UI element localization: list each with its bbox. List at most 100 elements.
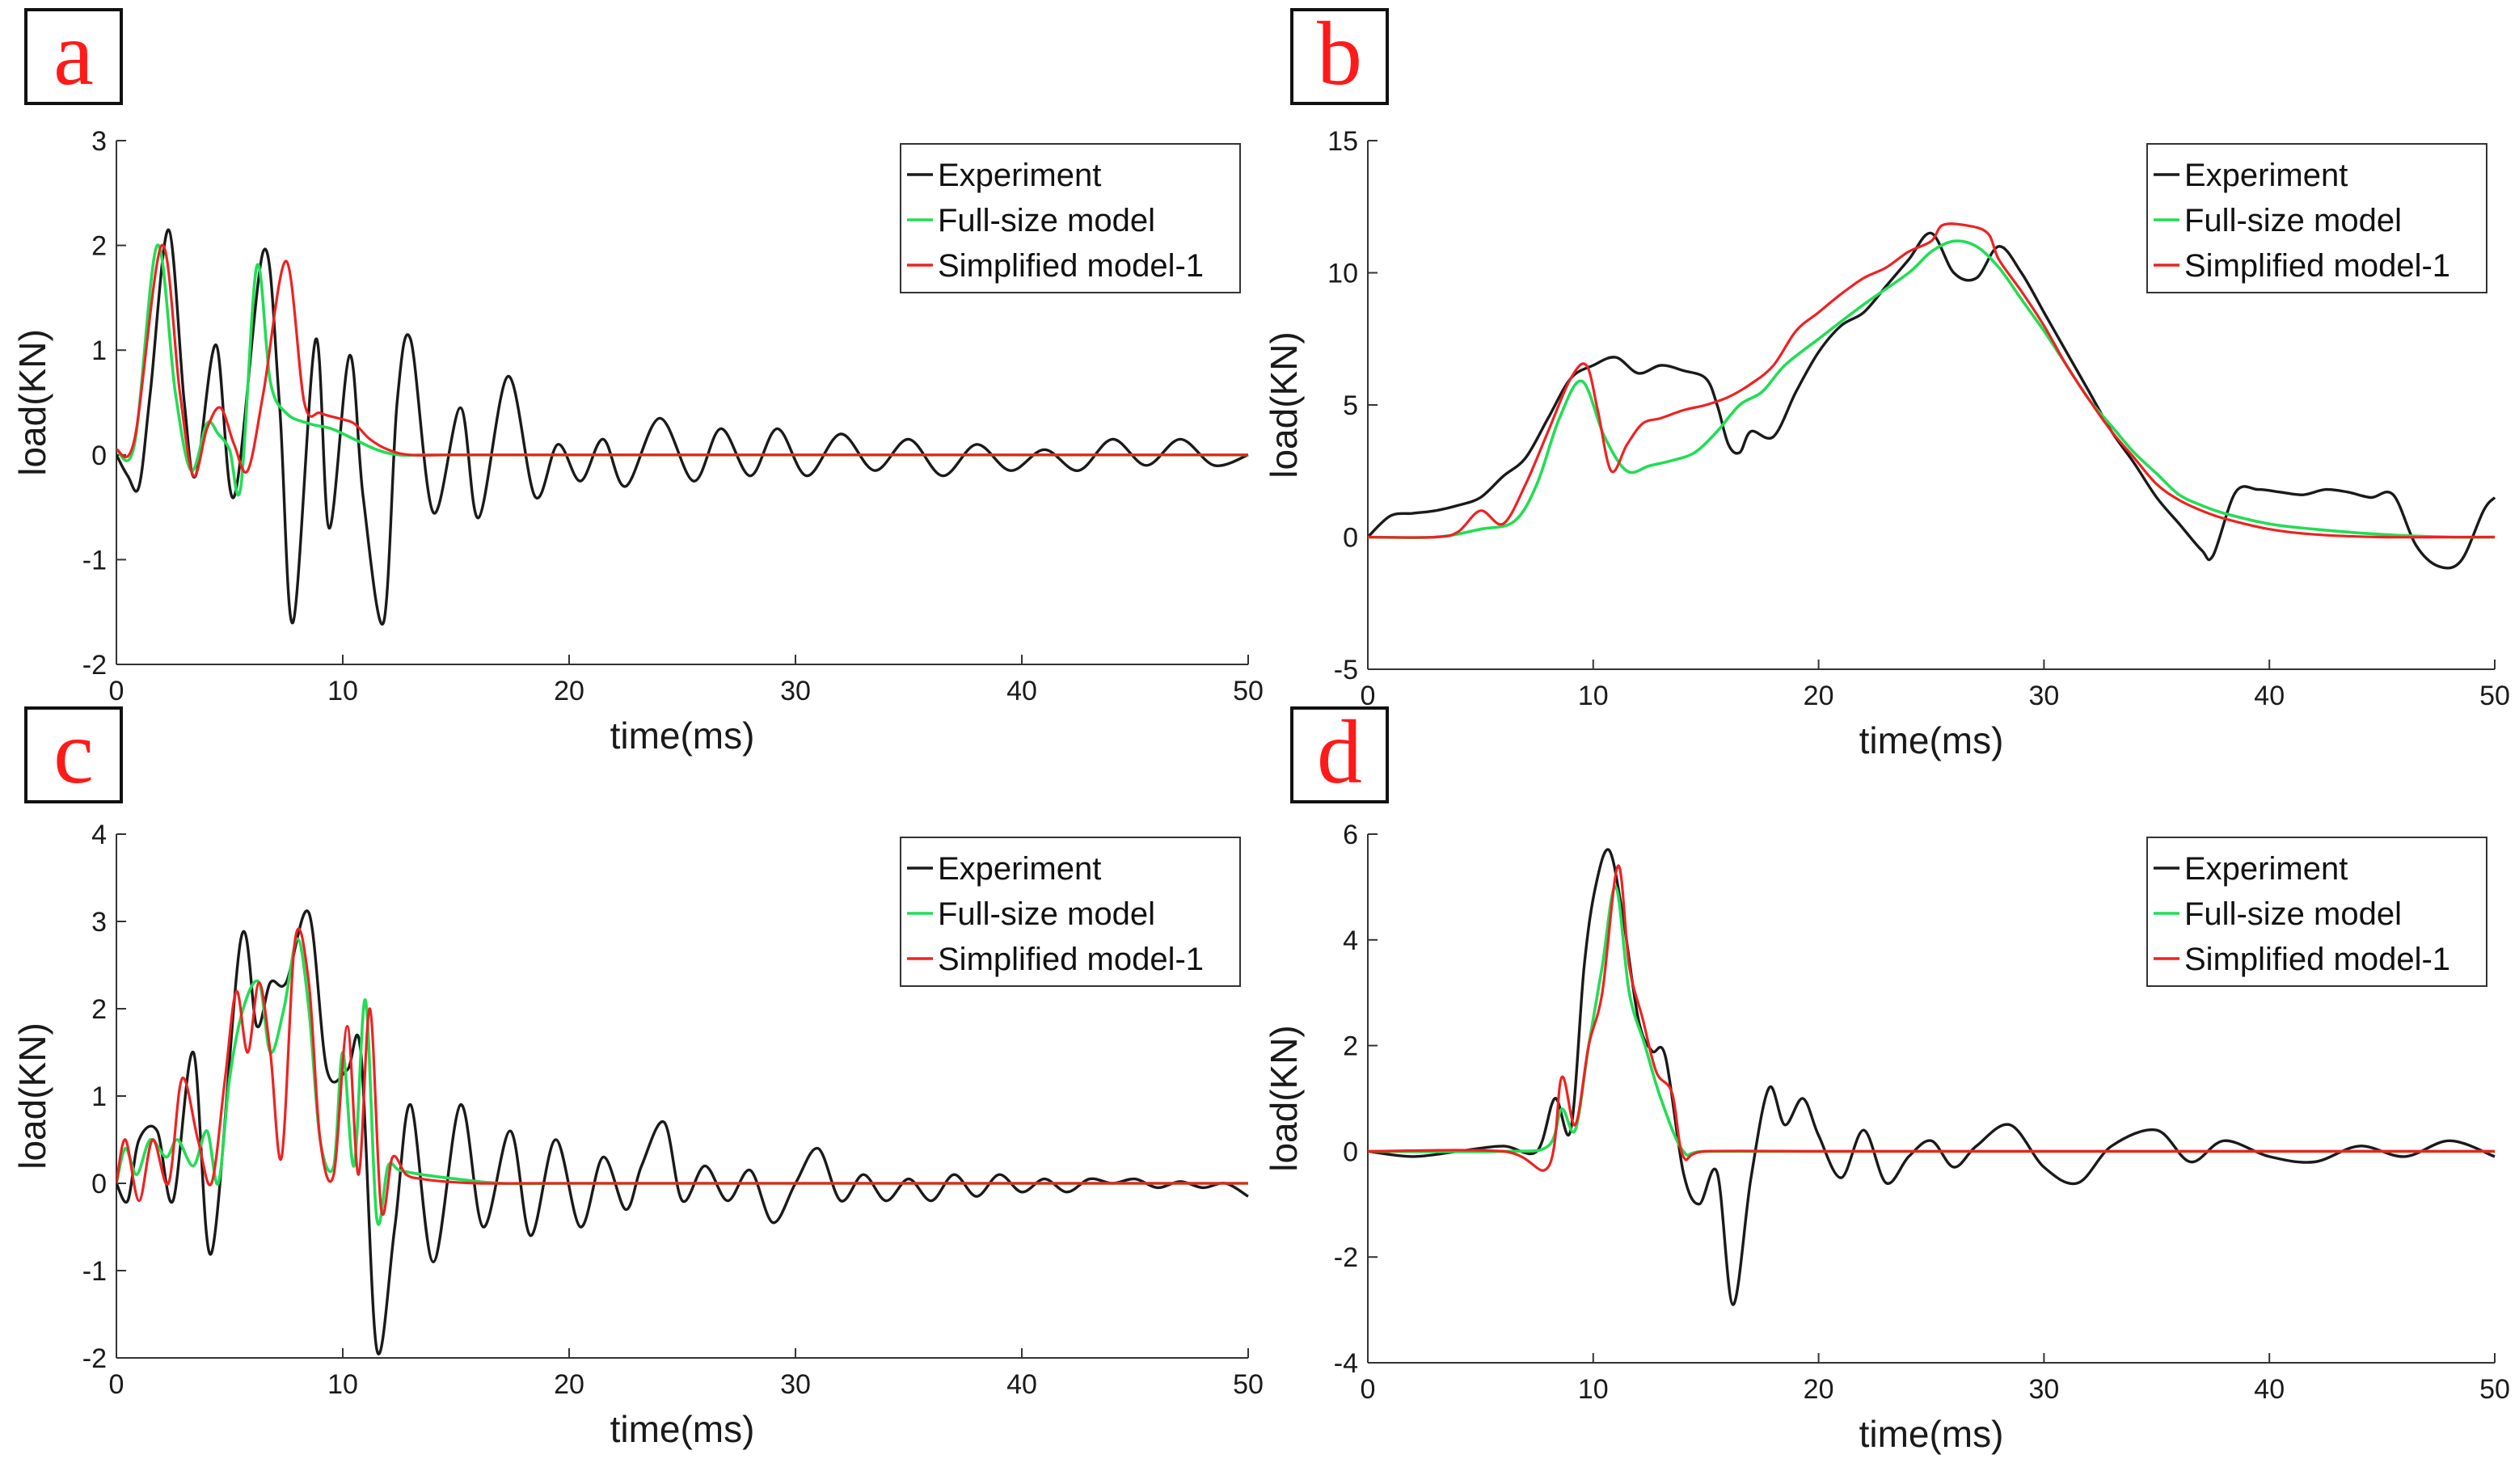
x-tick-label: 10 [1578, 681, 1609, 711]
y-tick-label: -2 [1334, 1242, 1358, 1273]
legend-label: Full-size model [2184, 896, 2402, 932]
y-tick-label: 4 [91, 820, 107, 850]
legend-label: Simplified model-1 [2184, 942, 2450, 977]
panel-label-box [24, 706, 123, 803]
y-tick-label: 4 [1343, 925, 1358, 956]
legend-box [900, 837, 1241, 987]
panel-label-text: a [53, 4, 94, 104]
y-tick-label: 2 [91, 231, 107, 262]
legend-label: Simplified model-1 [938, 942, 1204, 977]
legend-label: Experiment [2184, 851, 2348, 887]
x-tick-label: 0 [109, 1369, 124, 1400]
legend-label: Simplified model-1 [2184, 248, 2450, 284]
y-tick-label: 3 [91, 907, 107, 938]
y-axis-title: load(KN) [1263, 1025, 1305, 1172]
legend: Experiment Full-size model Simplified mode… [2146, 837, 2487, 987]
panel-label-box [1290, 706, 1389, 803]
y-tick-label: 5 [1343, 390, 1358, 421]
legend-box [900, 143, 1241, 293]
panel-d: 0 10 20 30 40 50 -4 -2 0 2 4 6 time(ms) load(KN) Exper… [1263, 820, 2510, 1455]
x-axis-title: time(ms) [610, 1408, 755, 1450]
y-tick-label: 1 [91, 335, 107, 366]
x-tick-label: 50 [2479, 1374, 2510, 1405]
legend-label: Full-size model [938, 896, 1155, 932]
legend: Experiment Full-size model Simplified mode… [2146, 143, 2487, 293]
series-line-simplified-model-1 [1368, 864, 2495, 1172]
x-tick-label: 40 [1006, 1369, 1037, 1400]
panel-label-text: c [53, 702, 94, 803]
series-line-simplified-model-1 [116, 243, 1248, 478]
y-tick-label: -1 [82, 545, 107, 575]
x-tick-label: 20 [1804, 681, 1834, 711]
x-tick-label: 40 [2254, 681, 2285, 711]
x-tick-label: 30 [780, 676, 811, 706]
y-tick-label: 0 [91, 441, 107, 471]
legend-label: Simplified model-1 [938, 248, 1204, 284]
x-tick-label: 30 [780, 1369, 811, 1400]
x-tick-label: 0 [1361, 681, 1376, 711]
series-line-full-size-model [1368, 239, 2496, 540]
legend-box [2146, 143, 2487, 293]
y-tick-label: 6 [1343, 820, 1358, 850]
panel-a: 0 10 20 30 40 50 -2 -1 0 1 2 3 time(ms) load(KN) Exper… [11, 126, 1264, 757]
x-tick-label: 0 [1361, 1374, 1376, 1405]
x-tick-label: 40 [1006, 676, 1037, 706]
legend-label: Experiment [938, 851, 1101, 887]
y-tick-label: -5 [1334, 655, 1358, 685]
legend: Experiment Full-size model Simplified mode… [900, 837, 1241, 987]
panel-c: 0 10 20 30 40 50 -2 -1 0 1 2 3 4 time(ms) load(KN) Expe… [11, 820, 1264, 1450]
panel-label-text: d [1317, 702, 1362, 803]
y-axis-title: load(KN) [11, 1022, 53, 1170]
x-axis-title: time(ms) [1859, 1413, 2004, 1455]
y-tick-label: 10 [1327, 259, 1358, 289]
y-tick-label: -2 [82, 650, 107, 681]
y-tick-label: -2 [82, 1343, 107, 1374]
x-tick-label: 50 [2479, 681, 2510, 711]
legend-box [2146, 837, 2487, 987]
x-tick-label: 40 [2254, 1374, 2285, 1405]
x-tick-label: 50 [1233, 676, 1264, 706]
panel-label-text: b [1317, 4, 1362, 104]
panel-label: b [1290, 4, 1389, 105]
y-axis-title: load(KN) [11, 329, 53, 476]
y-tick-label: 3 [91, 126, 107, 157]
panel-label: a [24, 4, 123, 105]
x-tick-label: 20 [554, 676, 584, 706]
x-tick-label: 0 [109, 676, 124, 706]
y-tick-label: 0 [1343, 1136, 1358, 1167]
x-tick-label: 30 [2028, 1374, 2059, 1405]
legend-label: Full-size model [2184, 203, 2402, 238]
x-tick-label: 10 [1578, 1374, 1609, 1405]
legend: Experiment Full-size model Simplified mode… [900, 143, 1241, 293]
series-line-simplified-model-1 [1368, 222, 2495, 539]
y-tick-label: -4 [1334, 1348, 1358, 1379]
y-tick-label: 2 [1343, 1031, 1358, 1062]
x-axis-title: time(ms) [1859, 719, 2004, 761]
series-line-experiment [1368, 848, 2496, 1306]
y-tick-label: 2 [91, 994, 107, 1025]
y-axis-title: load(KN) [1263, 331, 1305, 479]
x-tick-label: 30 [2028, 681, 2059, 711]
y-tick-label: 0 [91, 1169, 107, 1199]
panel-label: d [1290, 702, 1389, 803]
legend-label: Experiment [2184, 158, 2348, 193]
y-tick-label: 0 [1343, 523, 1358, 554]
series-line-simplified-model-1 [116, 927, 1248, 1216]
x-tick-label: 50 [1233, 1369, 1264, 1400]
y-tick-label: -1 [82, 1256, 107, 1287]
series-line-experiment [116, 909, 1249, 1355]
panel-b: 0 10 20 30 40 50-5051015time(ms)load(KN)Exper… [1263, 126, 2510, 761]
panel-label: c [24, 702, 123, 803]
x-axis-title: time(ms) [610, 715, 755, 757]
legend-label: Full-size model [938, 203, 1155, 238]
x-tick-label: 20 [554, 1369, 584, 1400]
x-tick-label: 10 [327, 676, 358, 706]
panel-label-box [24, 8, 123, 105]
panel-label-box [1290, 8, 1389, 105]
x-tick-label: 20 [1804, 1374, 1834, 1405]
y-tick-label: 15 [1327, 126, 1358, 157]
x-tick-label: 10 [327, 1369, 358, 1400]
y-tick-label: 1 [91, 1081, 107, 1112]
legend-label: Experiment [938, 158, 1101, 193]
